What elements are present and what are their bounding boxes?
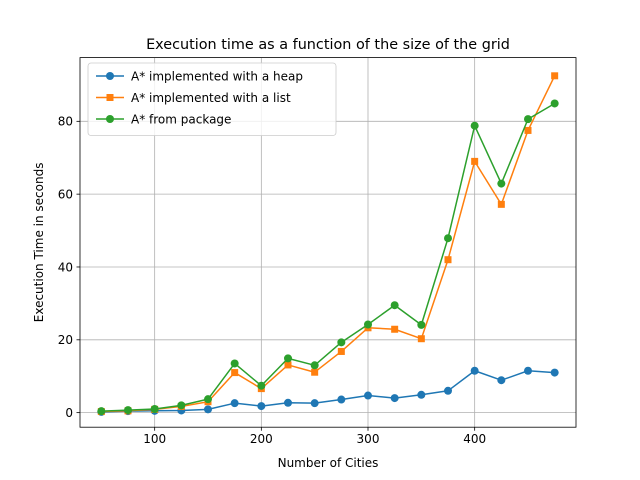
x-tick-label: 300: [357, 432, 380, 446]
legend-item: A* from package: [96, 112, 231, 126]
data-point: [337, 395, 346, 404]
data-point: [470, 121, 479, 130]
data-point: [391, 325, 399, 333]
x-tick-label: 200: [250, 432, 273, 446]
data-point: [444, 256, 452, 264]
plot-frame: [79, 57, 577, 428]
data-point: [364, 391, 372, 400]
series-line: [101, 102, 556, 412]
data-point: [310, 399, 319, 408]
y-axis-label: Execution Time in seconds: [32, 163, 46, 323]
data-point: [524, 115, 532, 124]
data-point: [390, 394, 399, 403]
data-point: [337, 338, 346, 347]
data-point: [284, 398, 292, 407]
chart-title: Execution time as a function of the size…: [146, 37, 510, 53]
data-point: [497, 200, 505, 208]
data-point: [230, 399, 239, 408]
data-point: [204, 405, 212, 414]
y-tick-label: 0: [65, 406, 73, 420]
data-point: [257, 402, 266, 411]
data-point: [230, 359, 239, 368]
data-point: [551, 72, 559, 80]
x-tick-label: 100: [143, 432, 166, 446]
data-point: [524, 126, 532, 134]
data-point: [204, 395, 212, 404]
grid: [80, 57, 576, 428]
series-layer: [97, 72, 559, 416]
series-3: [97, 99, 559, 416]
legend: A* implemented with a heap A* implemented…: [87, 62, 337, 136]
data-point: [444, 386, 452, 395]
data-point: [311, 368, 319, 376]
y-tick-label: 40: [58, 260, 73, 274]
data-point: [470, 366, 479, 375]
legend-item: A* implemented with a heap: [96, 69, 303, 83]
legend-box: [87, 62, 337, 136]
legend-label: A* implemented with a heap: [131, 69, 303, 83]
data-point: [231, 369, 239, 377]
data-point: [471, 157, 479, 165]
legend-label: A* implemented with a list: [131, 91, 291, 105]
series-line: [101, 370, 555, 413]
data-point: [550, 99, 559, 108]
data-point: [497, 376, 506, 385]
ticks: 100 200 300 400 0 20 40 60 80: [58, 115, 486, 447]
data-point: [497, 179, 506, 188]
data-point: [444, 234, 452, 243]
x-axis-label: Number of Cities: [278, 456, 379, 470]
data-point: [284, 354, 292, 363]
legend-label: A* from package: [131, 112, 231, 126]
data-point: [97, 407, 106, 416]
data-point: [150, 404, 159, 413]
series-line: [101, 75, 556, 413]
data-point: [417, 335, 425, 343]
x-tick-label: 400: [463, 432, 486, 446]
y-tick-label: 60: [58, 187, 73, 201]
data-point: [257, 381, 266, 390]
legend-item: A* implemented with a list: [96, 91, 291, 105]
y-tick-label: 20: [58, 333, 73, 347]
legend-marker: [106, 72, 114, 80]
data-point: [284, 361, 292, 369]
data-point: [390, 301, 399, 310]
data-point: [417, 390, 426, 399]
data-point: [417, 320, 426, 329]
data-point: [124, 406, 132, 415]
data-point: [364, 320, 372, 329]
data-point: [524, 366, 532, 375]
y-tick-label: 80: [58, 115, 73, 129]
legend-marker: [106, 115, 114, 123]
data-point: [310, 361, 319, 370]
data-point: [337, 347, 345, 355]
data-point: [550, 368, 559, 377]
legend-marker: [106, 94, 114, 101]
data-point: [177, 401, 186, 410]
